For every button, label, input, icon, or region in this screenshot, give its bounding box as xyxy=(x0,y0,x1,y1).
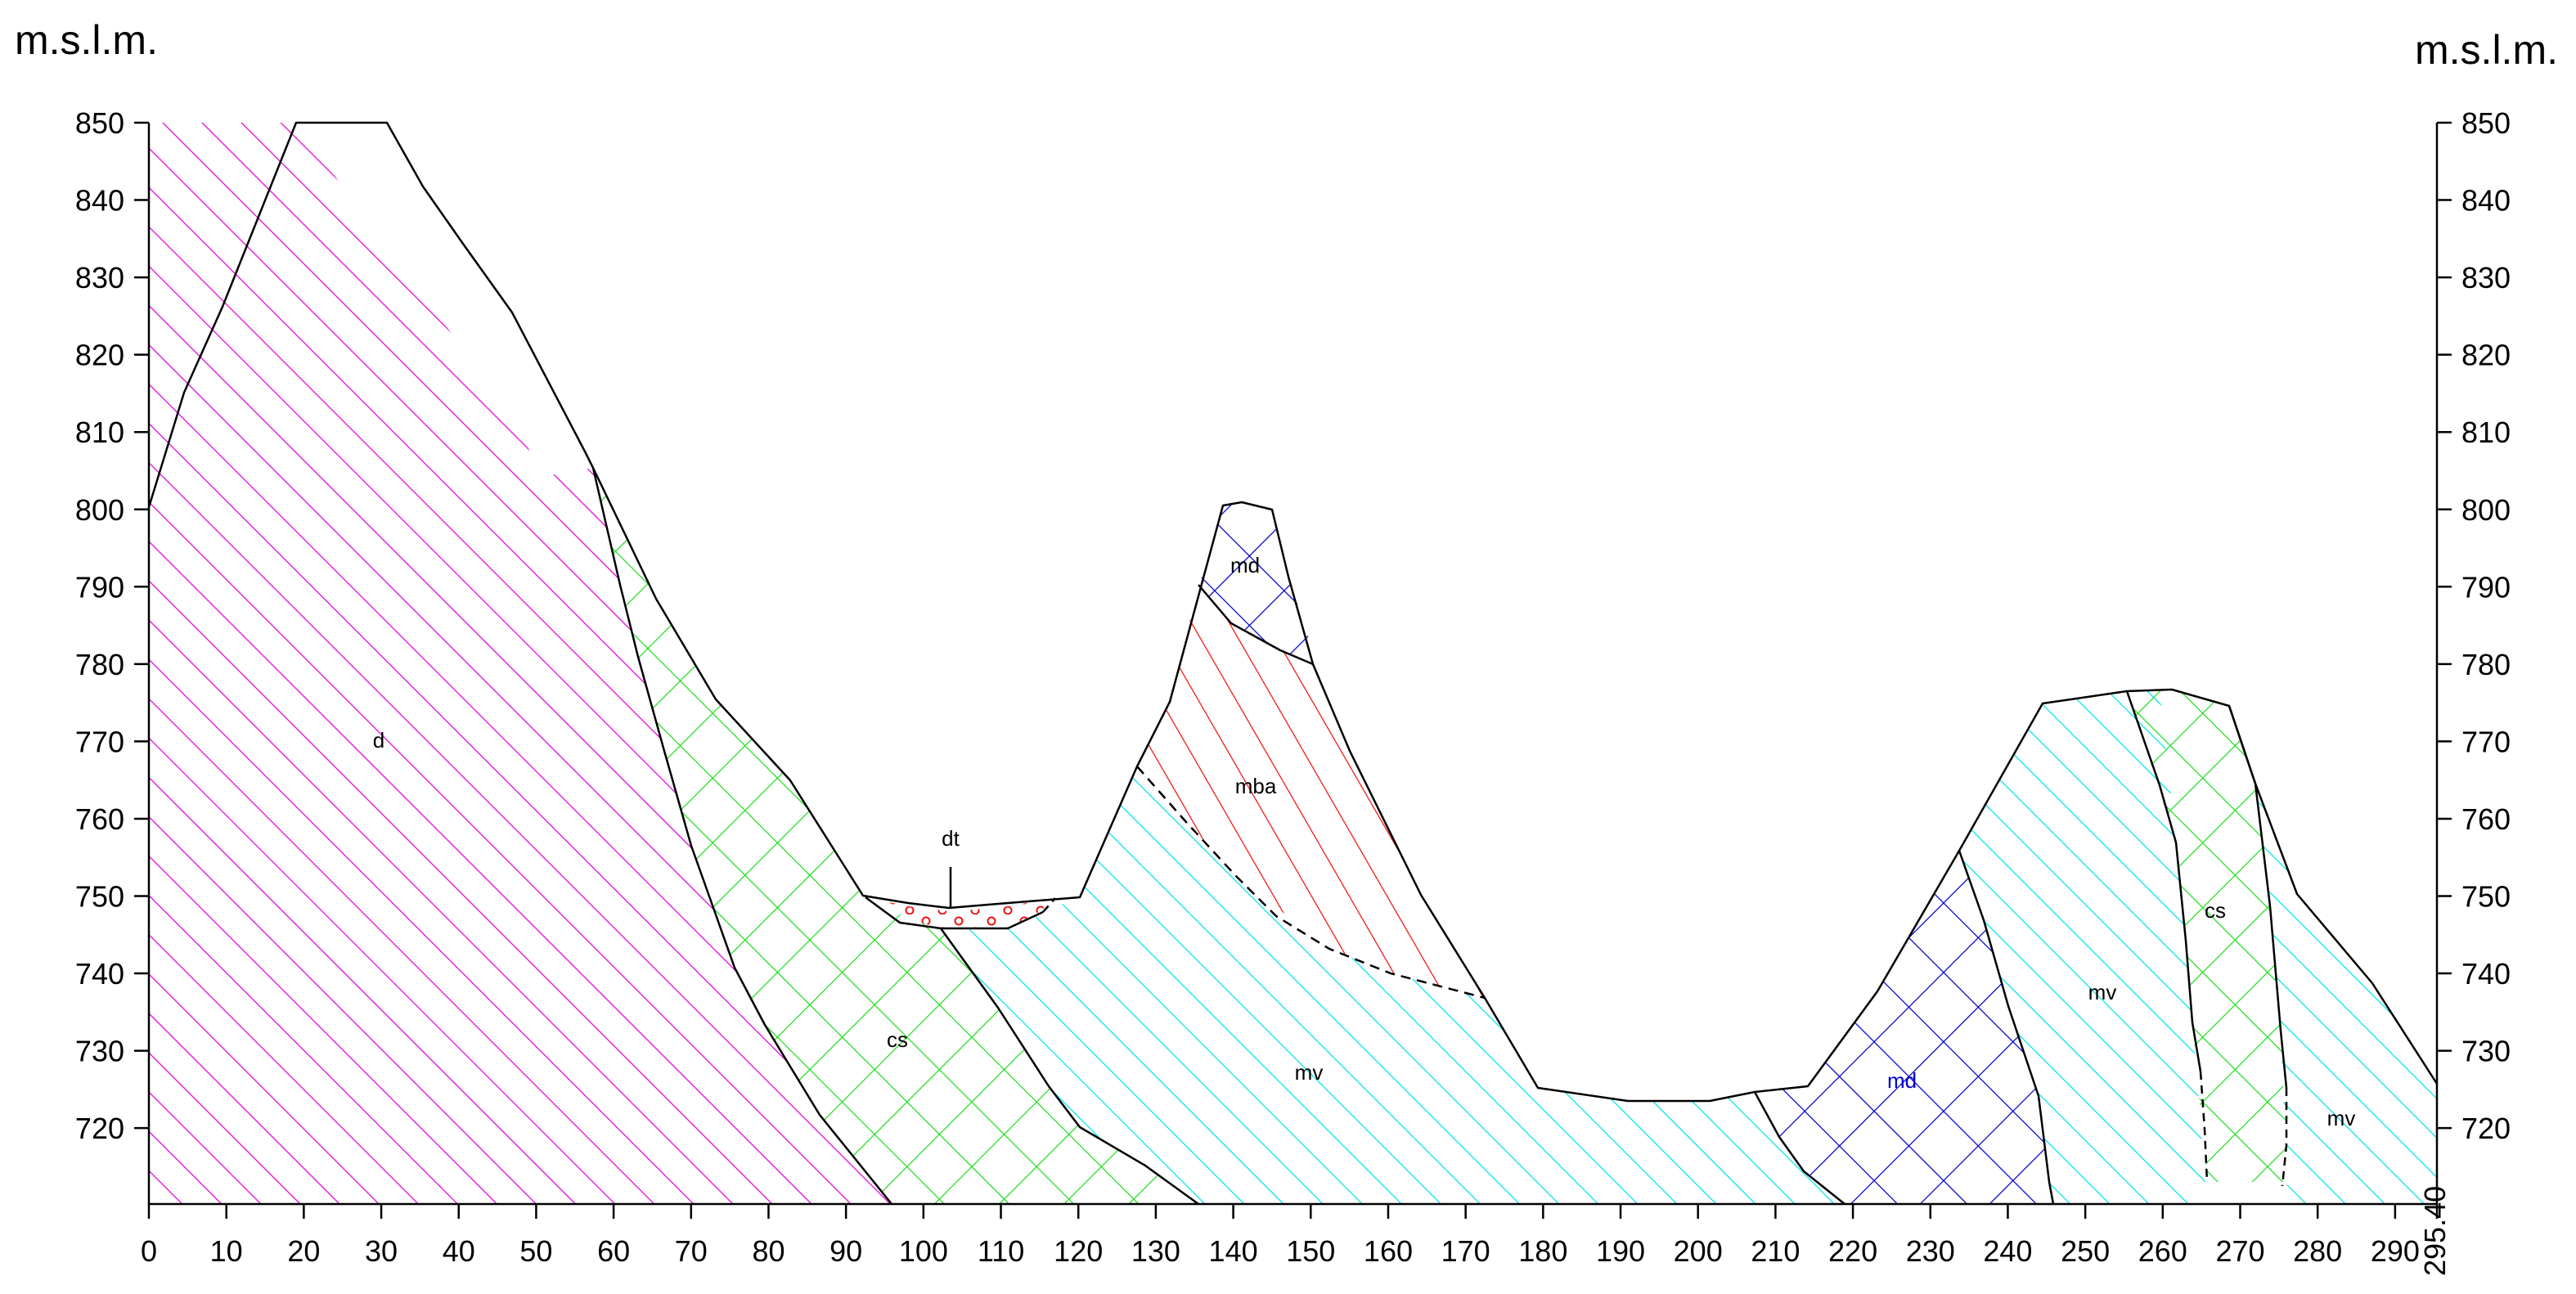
y-tick-label-left: 850 xyxy=(75,106,124,140)
unit-cs-left-area xyxy=(593,468,1198,1204)
unit-mv-center-area xyxy=(941,766,1845,1204)
x-tick-label: 270 xyxy=(2215,1234,2264,1268)
contact-lines xyxy=(147,121,2439,1206)
y-tick-label-left: 840 xyxy=(75,184,124,218)
y-tick-label-right: 770 xyxy=(2461,725,2511,758)
y-tick-label-right: 820 xyxy=(2461,339,2511,372)
y-tick-label-right: 790 xyxy=(2461,570,2511,604)
x-tick-label: 200 xyxy=(1674,1234,1723,1268)
label-mv-far: mv xyxy=(2327,1106,2356,1130)
y-tick-label-right: 800 xyxy=(2461,493,2511,527)
label-d: d xyxy=(373,728,384,753)
y-tick-label-right: 760 xyxy=(2461,802,2511,836)
y-tick-label-right: 730 xyxy=(2461,1035,2511,1068)
contact-mv-cs-right-inferred xyxy=(2199,1071,2209,1183)
y-tick-label-left: 790 xyxy=(75,570,124,604)
x-tick-label: 130 xyxy=(1131,1234,1180,1268)
x-tick-label: 140 xyxy=(1209,1234,1258,1268)
y-tick-label-left: 770 xyxy=(75,725,124,758)
unit-mba-area xyxy=(1137,585,1485,998)
unit-dt-area xyxy=(865,897,1055,928)
y-tick-label-left: 830 xyxy=(75,261,124,294)
contact-dt-base xyxy=(865,896,1044,930)
x-tick-label: 180 xyxy=(1518,1234,1567,1268)
label-mba: mba xyxy=(1235,774,1277,798)
unit-md-top-area xyxy=(1198,502,1313,664)
x-tick-label: 160 xyxy=(1364,1234,1413,1268)
x-tick-label: 150 xyxy=(1286,1234,1335,1268)
unit-mv-far-area xyxy=(2229,706,2437,1204)
contact-md-mv-right-east xyxy=(1958,850,2055,1205)
y-tick-label-left: 820 xyxy=(75,339,124,372)
y-tick-label-right: 810 xyxy=(2461,416,2511,449)
y-tick-label-left: 750 xyxy=(75,880,124,914)
contact-dt-inferred xyxy=(1042,897,1056,913)
x-tick-label: 100 xyxy=(899,1234,948,1268)
y-tick-label-right: 840 xyxy=(2461,184,2511,218)
x-end-label: 295.40 xyxy=(2418,1186,2452,1276)
y-tick-label-left: 720 xyxy=(75,1112,124,1145)
unit-label-right: m.s.l.m. xyxy=(2415,27,2558,73)
y-tick-label-right: 750 xyxy=(2461,880,2511,914)
x-tick-label: 190 xyxy=(1596,1234,1645,1268)
contact-cs-mv-far-inferred xyxy=(2281,1088,2288,1187)
y-tick-label-right: 830 xyxy=(2461,261,2511,294)
y-tick-label-right: 850 xyxy=(2461,106,2511,140)
y-tick-label-left: 780 xyxy=(75,648,124,681)
x-tick-label: 290 xyxy=(2371,1234,2420,1268)
topographic-profile xyxy=(147,121,2439,1103)
label-mv-center: mv xyxy=(1295,1060,1324,1085)
unit-d-area xyxy=(149,123,892,1204)
x-tick-label: 30 xyxy=(365,1234,398,1268)
contact-cs-mv-far xyxy=(2228,705,2288,1089)
label-cs-left: cs xyxy=(887,1027,908,1052)
label-mv-right: mv xyxy=(2088,980,2117,1004)
x-tick-label: 230 xyxy=(1906,1234,1955,1268)
x-tick-label: 280 xyxy=(2293,1234,2342,1268)
x-tick-label: 90 xyxy=(829,1234,862,1268)
x-tick-label: 210 xyxy=(1751,1234,1800,1268)
contact-mv-cs-right xyxy=(2125,690,2202,1072)
y-tick-label-right: 720 xyxy=(2461,1112,2511,1145)
contact-mv-md-right-west xyxy=(1753,1091,1845,1205)
contact-d-cs xyxy=(591,467,892,1205)
unit-md-right-area xyxy=(1755,851,2053,1204)
x-tick-label: 20 xyxy=(287,1234,320,1268)
x-tick-label: 110 xyxy=(978,1234,1024,1268)
unit-label-left: m.s.l.m. xyxy=(15,17,158,63)
y-tick-label-left: 800 xyxy=(75,493,124,527)
label-cs-right: cs xyxy=(2205,898,2226,923)
x-tick-label: 250 xyxy=(2061,1234,2110,1268)
x-tick-label: 220 xyxy=(1828,1234,1877,1268)
x-tick-label: 40 xyxy=(443,1234,475,1268)
x-tick-label: 70 xyxy=(675,1234,708,1268)
x-tick-label: 240 xyxy=(1983,1234,2032,1268)
x-tick-label: 50 xyxy=(519,1234,552,1268)
unit-mv-right-area xyxy=(1959,691,2209,1204)
x-tick-label: 260 xyxy=(2138,1234,2187,1268)
contact-cs-mv xyxy=(939,928,1199,1206)
label-md-right: md xyxy=(1887,1068,1917,1093)
y-tick-label-left: 740 xyxy=(75,957,124,991)
contact-md-mba xyxy=(1198,584,1314,666)
x-tick-label: 10 xyxy=(210,1234,243,1268)
contact-mba-mv-inferred xyxy=(1136,766,1486,1000)
x-tick-label: 170 xyxy=(1441,1234,1490,1268)
x-tick-label: 0 xyxy=(141,1234,157,1268)
y-tick-label-left: 730 xyxy=(75,1035,124,1068)
y-tick-label-left: 760 xyxy=(75,802,124,836)
x-tick-label: 60 xyxy=(597,1234,630,1268)
y-tick-label-left: 810 xyxy=(75,416,124,449)
x-tick-label: 120 xyxy=(1054,1234,1103,1268)
label-dt: dt xyxy=(942,826,960,851)
y-tick-label-right: 740 xyxy=(2461,957,2511,991)
x-tick-label: 80 xyxy=(752,1234,784,1268)
label-md-top: md xyxy=(1230,553,1260,577)
y-tick-label-right: 780 xyxy=(2461,648,2511,681)
